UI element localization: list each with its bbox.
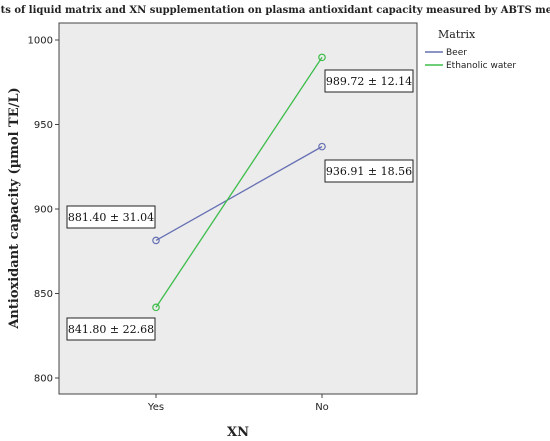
data-label-box-1-1	[324, 69, 414, 93]
x-axis-label: XN	[227, 425, 249, 440]
y-tick-label-2: 900	[34, 205, 53, 216]
data-label-box-0-1	[324, 159, 414, 183]
data-label-1-1: 989.72 ± 12.14	[326, 75, 412, 88]
data-label-0-0: 881.40 ± 31.04	[68, 211, 154, 224]
legend-label-0: Beer	[446, 48, 467, 58]
data-point-0-1	[318, 142, 326, 151]
data-label-1-0: 841.80 ± 22.68	[68, 323, 154, 336]
legend-label-1: Ethanolic water	[446, 61, 516, 71]
data-point-1-1	[318, 53, 326, 62]
x-tick-label-1: No	[315, 402, 329, 413]
data-label-0-1: 936.91 ± 18.56	[326, 165, 412, 178]
series-line-0	[155, 146, 323, 241]
y-tick-label-3: 950	[34, 120, 53, 131]
data-point-1-0	[152, 303, 160, 312]
series-line-1	[155, 57, 323, 308]
y-tick-label-0: 800	[34, 374, 53, 385]
y-tick-label-1: 850	[34, 289, 53, 300]
data-label-box-1-0	[66, 317, 156, 341]
y-axis-label: Antioxidant capacity (µmol TE/L)	[7, 87, 22, 329]
x-tick-label-0: Yes	[147, 402, 164, 413]
data-point-0-0	[152, 236, 160, 245]
data-label-box-0-0	[66, 205, 156, 229]
legend-title: Matrix	[438, 28, 476, 41]
chart-title: Effects of liquid matrix and XN suppleme…	[0, 5, 550, 16]
y-tick-label-4: 1000	[28, 36, 53, 47]
